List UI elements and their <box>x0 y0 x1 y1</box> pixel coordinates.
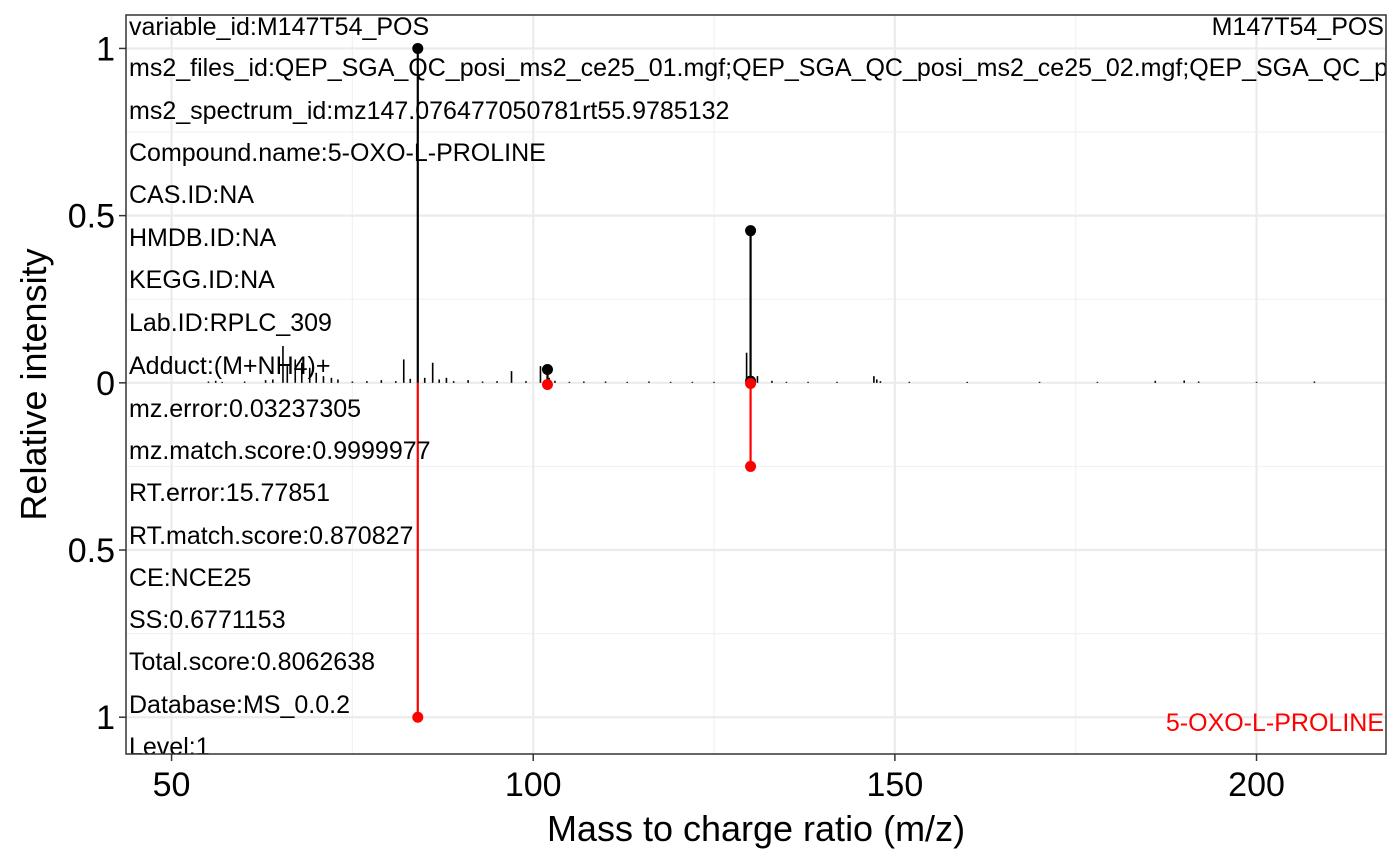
y-axis-tick-label: 0 <box>96 365 115 403</box>
metadata-line: Lab.ID:RPLC_309 <box>129 309 332 337</box>
matched-peak-point <box>745 460 757 472</box>
y-axis-tick-label: 0.5 <box>68 198 115 236</box>
y-axis-tick-label: 1 <box>96 699 115 737</box>
metadata-line: variable_id:M147T54_POS <box>129 13 429 41</box>
bottom-spectrum-label: 5-OXO-L-PROLINE <box>1166 709 1384 737</box>
panel-border <box>125 14 1387 755</box>
point-layer <box>412 42 757 723</box>
metadata-line: HMDB.ID:NA <box>129 224 277 252</box>
y-axis-title: Relative intensity <box>13 248 54 520</box>
y-axis-tick-label: 0.5 <box>68 532 115 570</box>
matched-peak-point <box>541 379 553 390</box>
metadata-line: Level:1 <box>129 733 210 761</box>
peak-layer <box>207 48 1316 718</box>
y-axis-tick-label: 1 <box>96 30 115 68</box>
metadata-line: CE:NCE25 <box>129 564 251 592</box>
matched-peak-point <box>541 363 553 375</box>
metadata-line: mz.error:0.03237305 <box>129 395 361 423</box>
top-spectrum-label: M147T54_POS <box>1212 13 1384 41</box>
grid-layer <box>126 15 1386 754</box>
metadata-line: KEGG.ID:NA <box>129 266 275 294</box>
x-axis-tick-label: 200 <box>1228 766 1285 804</box>
matched-peak-point <box>412 42 424 54</box>
x-axis-tick-label: 150 <box>867 766 924 804</box>
metadata-line: SS:0.6771153 <box>129 606 286 634</box>
metadata-line: RT.error:15.77851 <box>129 479 330 507</box>
metadata-line: CAS.ID:NA <box>129 181 254 209</box>
metadata-line: Adduct:(M+NH4)+ <box>129 352 330 380</box>
metadata-line: ms2_spectrum_id:mz147.076477050781rt55.9… <box>129 97 729 125</box>
metadata-line: Database:MS_0.0.2 <box>129 691 350 719</box>
axis-layer: 50 100 150 200 1 0.5 0 0.5 1 <box>68 30 1285 804</box>
metadata-text-layer: variable_id:M147T54_POS ms2_files_id:QEP_… <box>129 13 1400 761</box>
x-axis-tick-label: 50 <box>153 766 191 804</box>
matched-peak-point <box>412 711 424 723</box>
matched-peak-point <box>745 225 757 237</box>
matched-peak-point <box>745 377 757 389</box>
metadata-line: mz.match.score:0.9999977 <box>129 437 431 465</box>
metadata-line: ms2_files_id:QEP_SGA_QC_posi_ms2_ce25_01… <box>129 54 1400 82</box>
x-axis-tick-label: 100 <box>505 766 562 804</box>
metadata-line: Total.score:0.8062638 <box>129 648 375 676</box>
metadata-line: RT.match.score:0.870827 <box>129 522 413 550</box>
metadata-line: Compound.name:5-OXO-L-PROLINE <box>129 139 546 167</box>
x-axis-title: Mass to charge ratio (m/z) <box>547 808 965 849</box>
